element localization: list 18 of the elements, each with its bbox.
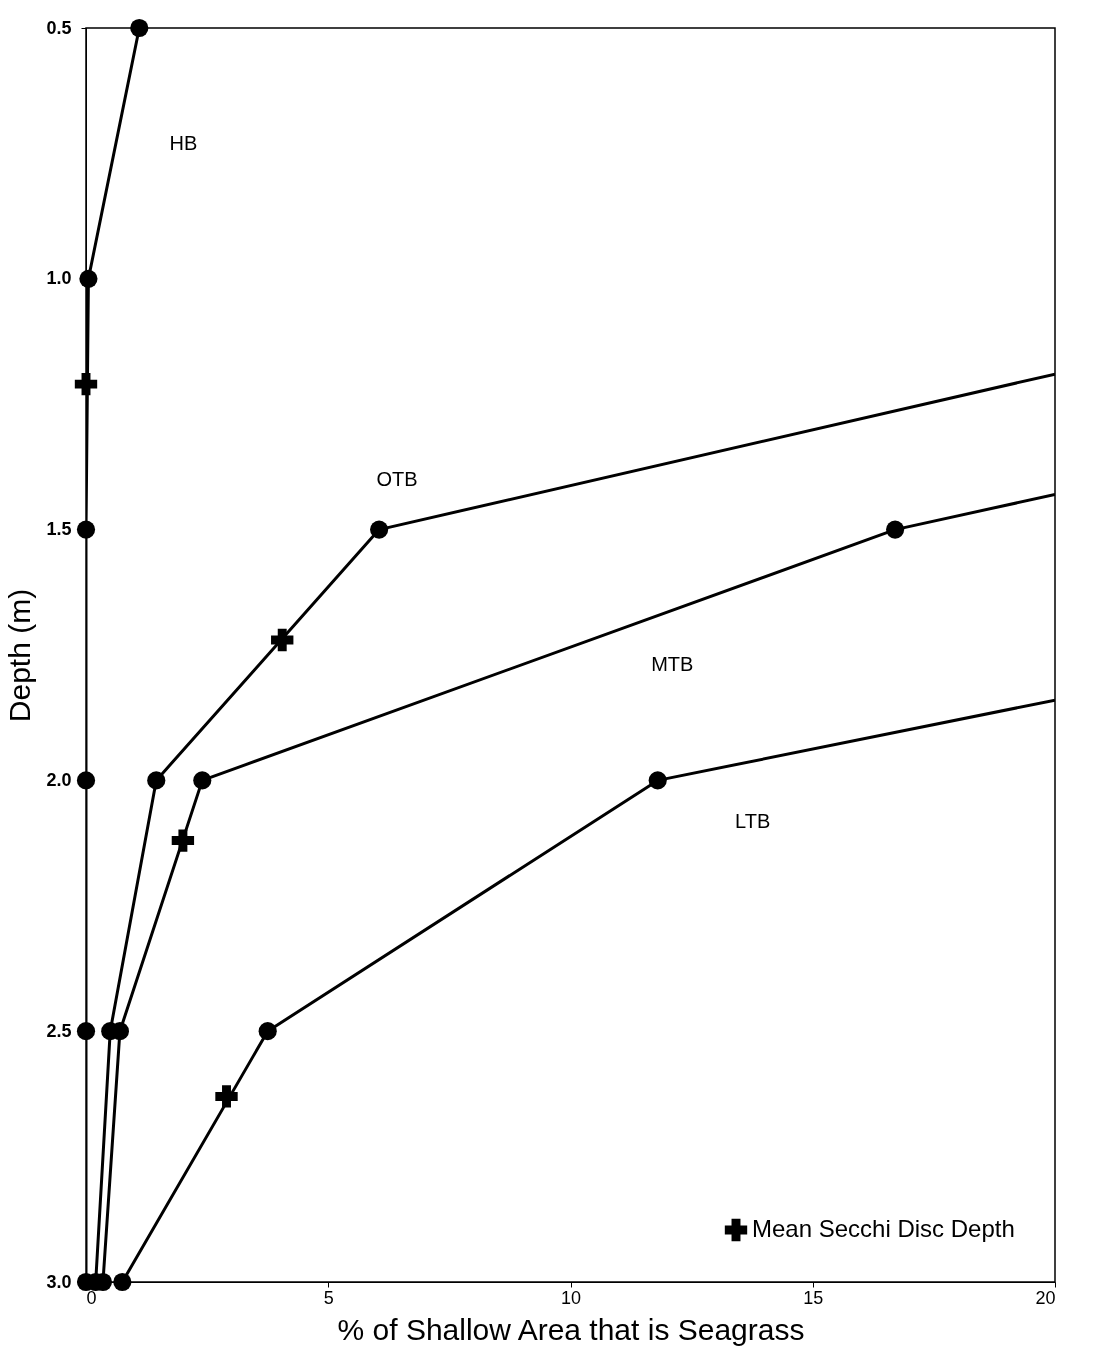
x-tick-label: 5 xyxy=(323,1287,334,1308)
y-axis-title: Depth (m) xyxy=(3,588,37,723)
x-tick-label: 20 xyxy=(1035,1287,1056,1308)
series-label: OTB xyxy=(376,467,418,490)
y-tick-label: 2.0 xyxy=(46,769,72,790)
x-tick-label: 0 xyxy=(86,1287,97,1308)
series-label: MTB xyxy=(651,653,694,676)
y-tick-label: 2.5 xyxy=(46,1020,72,1041)
y-tick-label: 0.5 xyxy=(46,17,72,38)
text: HB xyxy=(169,131,198,154)
y-tick-label: 3.0 xyxy=(46,1271,72,1292)
legend-label: Mean Secchi Disc Depth xyxy=(752,1215,1015,1242)
x-tick-label: 15 xyxy=(803,1287,824,1308)
x-axis-title: % of Shallow Area that is Seagrass xyxy=(337,1312,805,1346)
y-tick-label: 1.0 xyxy=(46,268,72,289)
text: LTB xyxy=(735,810,771,833)
x-tick-label: 10 xyxy=(560,1287,582,1308)
y-tick-label: 1.5 xyxy=(46,519,72,540)
